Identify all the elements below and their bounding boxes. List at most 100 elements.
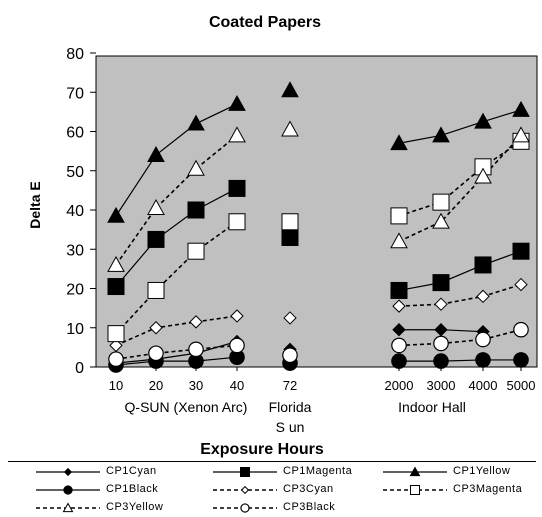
legend-label: CP1Black: [106, 483, 159, 495]
data-point-cp3cyan: [514, 277, 528, 292]
y-axis: 0 10 20 30 40 50 60 70 80: [66, 46, 96, 377]
data-point-cp3cyan: [230, 309, 244, 323]
x-tick-label: 30: [189, 378, 203, 393]
data-point-cp1yellow: [474, 112, 492, 129]
series-line-cp3cyan: [115, 315, 238, 347]
plot-area: [95, 55, 538, 368]
legend-marker: [62, 502, 74, 513]
data-point-cp3magenta: [228, 213, 246, 231]
data-point-cp3cyan: [476, 289, 490, 304]
series-line-cp1magenta: [115, 187, 238, 287]
data-point-cp3black: [475, 331, 491, 348]
data-point-cp1black: [475, 352, 491, 368]
legend-label: CP3Black: [283, 501, 336, 513]
data-point-cp1yellow: [432, 126, 450, 143]
x-tick-label: 4000: [469, 378, 498, 393]
data-point-cp3black: [108, 351, 124, 367]
data-point-cp1yellow: [228, 94, 246, 111]
data-point-cp3magenta: [390, 207, 408, 225]
legend-swatch: [213, 485, 277, 495]
data-point-cp1yellow: [107, 206, 125, 223]
data-point-cp1black: [391, 353, 407, 369]
legend-marker: [409, 466, 421, 477]
legend-swatch: [213, 467, 277, 477]
y-tick-label: 20: [66, 282, 84, 299]
series-line-cp1yellow: [398, 109, 522, 144]
data-point-cp3magenta: [147, 281, 165, 299]
legend-marker: [410, 485, 420, 495]
data-point-cp1yellow: [187, 114, 205, 131]
data-point-cp3yellow: [281, 120, 299, 137]
data-point-cp1black: [433, 353, 449, 369]
y-tick-label: 0: [75, 360, 84, 377]
x-tick-label: 72: [283, 378, 297, 393]
legend-label: CP1Magenta: [283, 465, 353, 477]
data-point-cp3yellow: [147, 199, 165, 215]
x-axis: 10 20 30 40 72 2000 3000 4000 5000: [109, 367, 536, 393]
data-point-cp3cyan: [434, 297, 448, 311]
data-point-cp3yellow: [512, 126, 530, 143]
data-point-cp3yellow: [107, 255, 125, 272]
data-point-cp1magenta: [390, 281, 408, 299]
legend-swatch: [213, 503, 277, 513]
legend-marker: [240, 485, 250, 495]
x-group-label: Q-SUN (Xenon Arc): [125, 399, 248, 415]
data-point-cp3cyan: [392, 299, 406, 313]
x-tick-label: 20: [149, 378, 163, 393]
data-point-cp3black: [433, 335, 449, 352]
data-point-cp1magenta: [147, 230, 165, 248]
data-point-cp3black: [391, 337, 407, 354]
legend-label: CP3Cyan: [283, 483, 334, 495]
data-point-cp1yellow: [147, 146, 165, 162]
legend-marker: [240, 467, 250, 477]
data-point-cp3cyan: [189, 315, 203, 329]
series-markers: [107, 81, 530, 373]
data-point-cp3magenta: [187, 242, 205, 260]
series-lines: [115, 103, 522, 366]
legend-swatch: [383, 466, 447, 477]
x-group-labels: Q-SUN (Xenon Arc) Florida S un Indoor Hall: [125, 399, 466, 435]
y-tick-label: 10: [66, 321, 84, 338]
legend-marker: [63, 485, 73, 495]
data-point-cp1magenta: [432, 274, 450, 292]
data-point-cp3yellow: [390, 232, 408, 249]
data-point-cp3black: [282, 347, 298, 364]
data-point-cp1magenta: [228, 179, 246, 197]
x-tick-label: 10: [109, 378, 123, 393]
series-line-cp1black: [399, 359, 521, 362]
legend-label: CP3Magenta: [453, 483, 523, 495]
x-axis-label: Exposure Hours: [200, 441, 324, 458]
legend-swatch: [36, 467, 100, 477]
data-point-cp1yellow: [390, 134, 408, 151]
y-tick-label: 80: [66, 46, 84, 63]
legend-marker: [240, 503, 250, 513]
data-point-cp1black: [513, 352, 529, 368]
x-tick-label: 5000: [507, 378, 536, 393]
x-tick-label: 40: [230, 378, 244, 393]
legend-swatch: [36, 502, 100, 513]
data-point-cp3yellow: [474, 167, 492, 184]
x-tick-label: 3000: [427, 378, 456, 393]
data-point-cp1magenta: [281, 228, 299, 246]
series-line-cp3magenta: [398, 140, 522, 217]
y-tick-label: 30: [66, 242, 84, 259]
data-point-cp3magenta: [281, 213, 299, 231]
data-point-cp1magenta: [187, 201, 205, 219]
data-point-cp1magenta: [474, 256, 492, 274]
series-line-cp1yellow: [115, 103, 238, 217]
series-line-cp3black: [398, 328, 522, 347]
data-point-cp3black: [148, 345, 164, 362]
data-point-cp1cyan: [392, 323, 406, 337]
y-axis-label: Delta E: [27, 181, 43, 228]
legend-label: CP1Cyan: [106, 465, 157, 477]
data-point-cp1magenta: [107, 278, 125, 296]
data-point-cp3yellow: [432, 212, 450, 229]
y-tick-label: 40: [66, 203, 84, 220]
data-point-cp1yellow: [281, 81, 299, 98]
series-line-cp3yellow: [398, 134, 522, 243]
series-line-cp3magenta: [115, 221, 238, 335]
data-point-cp3magenta: [432, 193, 450, 211]
data-point-cp3yellow: [187, 159, 205, 176]
x-tick-label: 2000: [385, 378, 414, 393]
